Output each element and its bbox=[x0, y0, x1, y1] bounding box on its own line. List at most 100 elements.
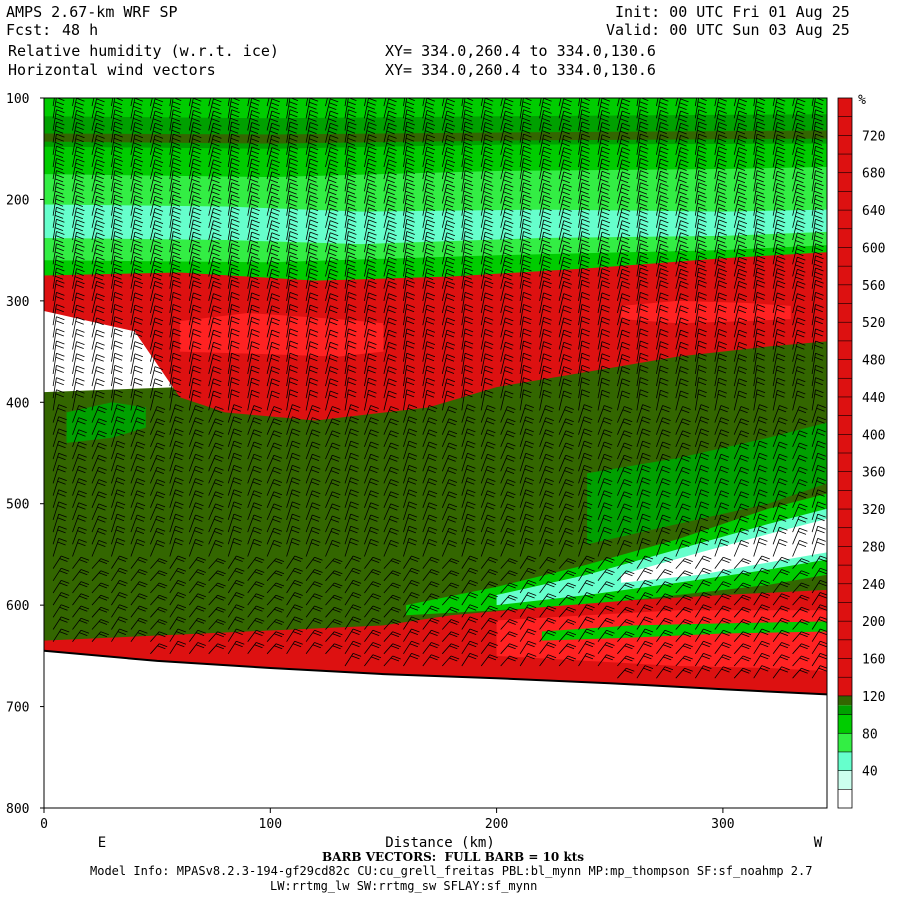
wind-barb bbox=[364, 642, 382, 655]
wind-barb bbox=[656, 219, 669, 241]
wind-barb bbox=[675, 293, 689, 314]
wind-barb bbox=[617, 406, 633, 423]
wind-barb bbox=[111, 255, 123, 277]
wind-barb bbox=[519, 567, 537, 582]
wind-barb bbox=[188, 526, 204, 545]
wind-barb bbox=[519, 404, 534, 423]
colorbar-tick-label: 40 bbox=[862, 765, 878, 780]
wind-barb bbox=[150, 479, 166, 496]
wind-barb bbox=[150, 466, 166, 484]
wind-barb bbox=[597, 569, 615, 582]
wind-barb bbox=[480, 429, 496, 448]
wind-barb bbox=[150, 558, 168, 569]
wind-barb bbox=[72, 158, 85, 180]
wind-barb bbox=[91, 232, 105, 253]
wind-barb bbox=[188, 441, 204, 460]
wind-barb bbox=[422, 642, 440, 655]
wind-barb bbox=[286, 592, 303, 606]
wind-barb bbox=[636, 218, 649, 241]
wind-barb bbox=[188, 353, 202, 374]
wind-barb bbox=[772, 441, 788, 460]
wind-barb bbox=[597, 110, 611, 131]
wind-barb bbox=[169, 98, 182, 119]
wind-barb bbox=[344, 592, 362, 606]
wind-barb bbox=[150, 341, 164, 362]
wind-barb bbox=[130, 183, 144, 204]
wind-barb bbox=[325, 232, 339, 253]
wind-barb bbox=[441, 454, 458, 472]
wind-barb bbox=[558, 606, 577, 618]
wind-barb bbox=[111, 206, 123, 228]
wind-barb bbox=[597, 219, 611, 241]
colorbar-segment bbox=[838, 789, 852, 808]
wind-barb bbox=[286, 377, 299, 399]
wind-barb bbox=[130, 207, 144, 228]
wind-barb bbox=[383, 195, 397, 216]
wind-barb bbox=[422, 593, 440, 606]
wind-barb bbox=[636, 304, 649, 326]
wind-barb bbox=[733, 442, 750, 460]
wind-barb bbox=[403, 428, 418, 448]
wind-barb bbox=[772, 593, 790, 606]
wind-barb bbox=[558, 159, 572, 180]
band-aqua-upper bbox=[44, 204, 827, 245]
wind-barb bbox=[169, 477, 184, 496]
wind-barb bbox=[811, 377, 824, 399]
wind-barb bbox=[266, 281, 280, 301]
wind-barb bbox=[208, 442, 224, 460]
wind-barb bbox=[811, 389, 824, 411]
wind-barb bbox=[811, 158, 824, 180]
wind-barb bbox=[461, 428, 476, 448]
wind-barb bbox=[403, 580, 420, 594]
wind-barb bbox=[169, 513, 184, 533]
wind-barb bbox=[305, 405, 321, 423]
wind-barb bbox=[169, 218, 182, 241]
wind-barb bbox=[325, 466, 341, 484]
wind-barb bbox=[188, 556, 206, 569]
wind-barb bbox=[558, 208, 572, 228]
wind-barb bbox=[694, 538, 710, 557]
wind-barb bbox=[772, 268, 786, 289]
wind-barb bbox=[578, 628, 595, 642]
wind-barb bbox=[325, 208, 339, 228]
wind-barb bbox=[480, 365, 494, 387]
wind-barb bbox=[169, 267, 182, 289]
wind-barb bbox=[694, 567, 712, 582]
wind-barb bbox=[91, 208, 105, 228]
wind-barb bbox=[364, 231, 377, 253]
wind-barb bbox=[714, 617, 732, 630]
wind-barb bbox=[150, 540, 166, 557]
wind-barb bbox=[500, 317, 514, 338]
wind-barb bbox=[597, 207, 611, 228]
wind-barb bbox=[733, 406, 750, 423]
wind-barb bbox=[227, 404, 243, 423]
wind-barb bbox=[422, 268, 436, 289]
colorbar-tick-label: 80 bbox=[862, 727, 878, 742]
wind-barb bbox=[72, 353, 85, 374]
wind-barb bbox=[811, 170, 824, 192]
wind-barb bbox=[656, 593, 674, 606]
wind-barb bbox=[675, 540, 691, 557]
wind-barb bbox=[344, 194, 357, 216]
wind-barb bbox=[811, 231, 824, 253]
wind-barb bbox=[753, 640, 770, 655]
wind-barb bbox=[578, 292, 591, 314]
wind-barb bbox=[733, 527, 750, 545]
wind-barb bbox=[150, 110, 164, 131]
wind-barb bbox=[519, 340, 532, 362]
wind-barb bbox=[266, 366, 280, 387]
wind-barb bbox=[286, 170, 299, 192]
wind-barb bbox=[519, 616, 537, 630]
wind-barb bbox=[792, 244, 806, 265]
wind-barb bbox=[636, 592, 654, 606]
wind-barb bbox=[150, 256, 164, 277]
wind-barb bbox=[694, 133, 707, 155]
wind-barb bbox=[130, 268, 144, 289]
wind-barb bbox=[792, 293, 806, 314]
wind-barb bbox=[227, 304, 240, 326]
wind-barb bbox=[519, 170, 532, 192]
wind-barb bbox=[811, 489, 826, 508]
wind-barb bbox=[130, 329, 144, 350]
wind-barb bbox=[772, 341, 786, 362]
wind-barb bbox=[500, 281, 514, 301]
